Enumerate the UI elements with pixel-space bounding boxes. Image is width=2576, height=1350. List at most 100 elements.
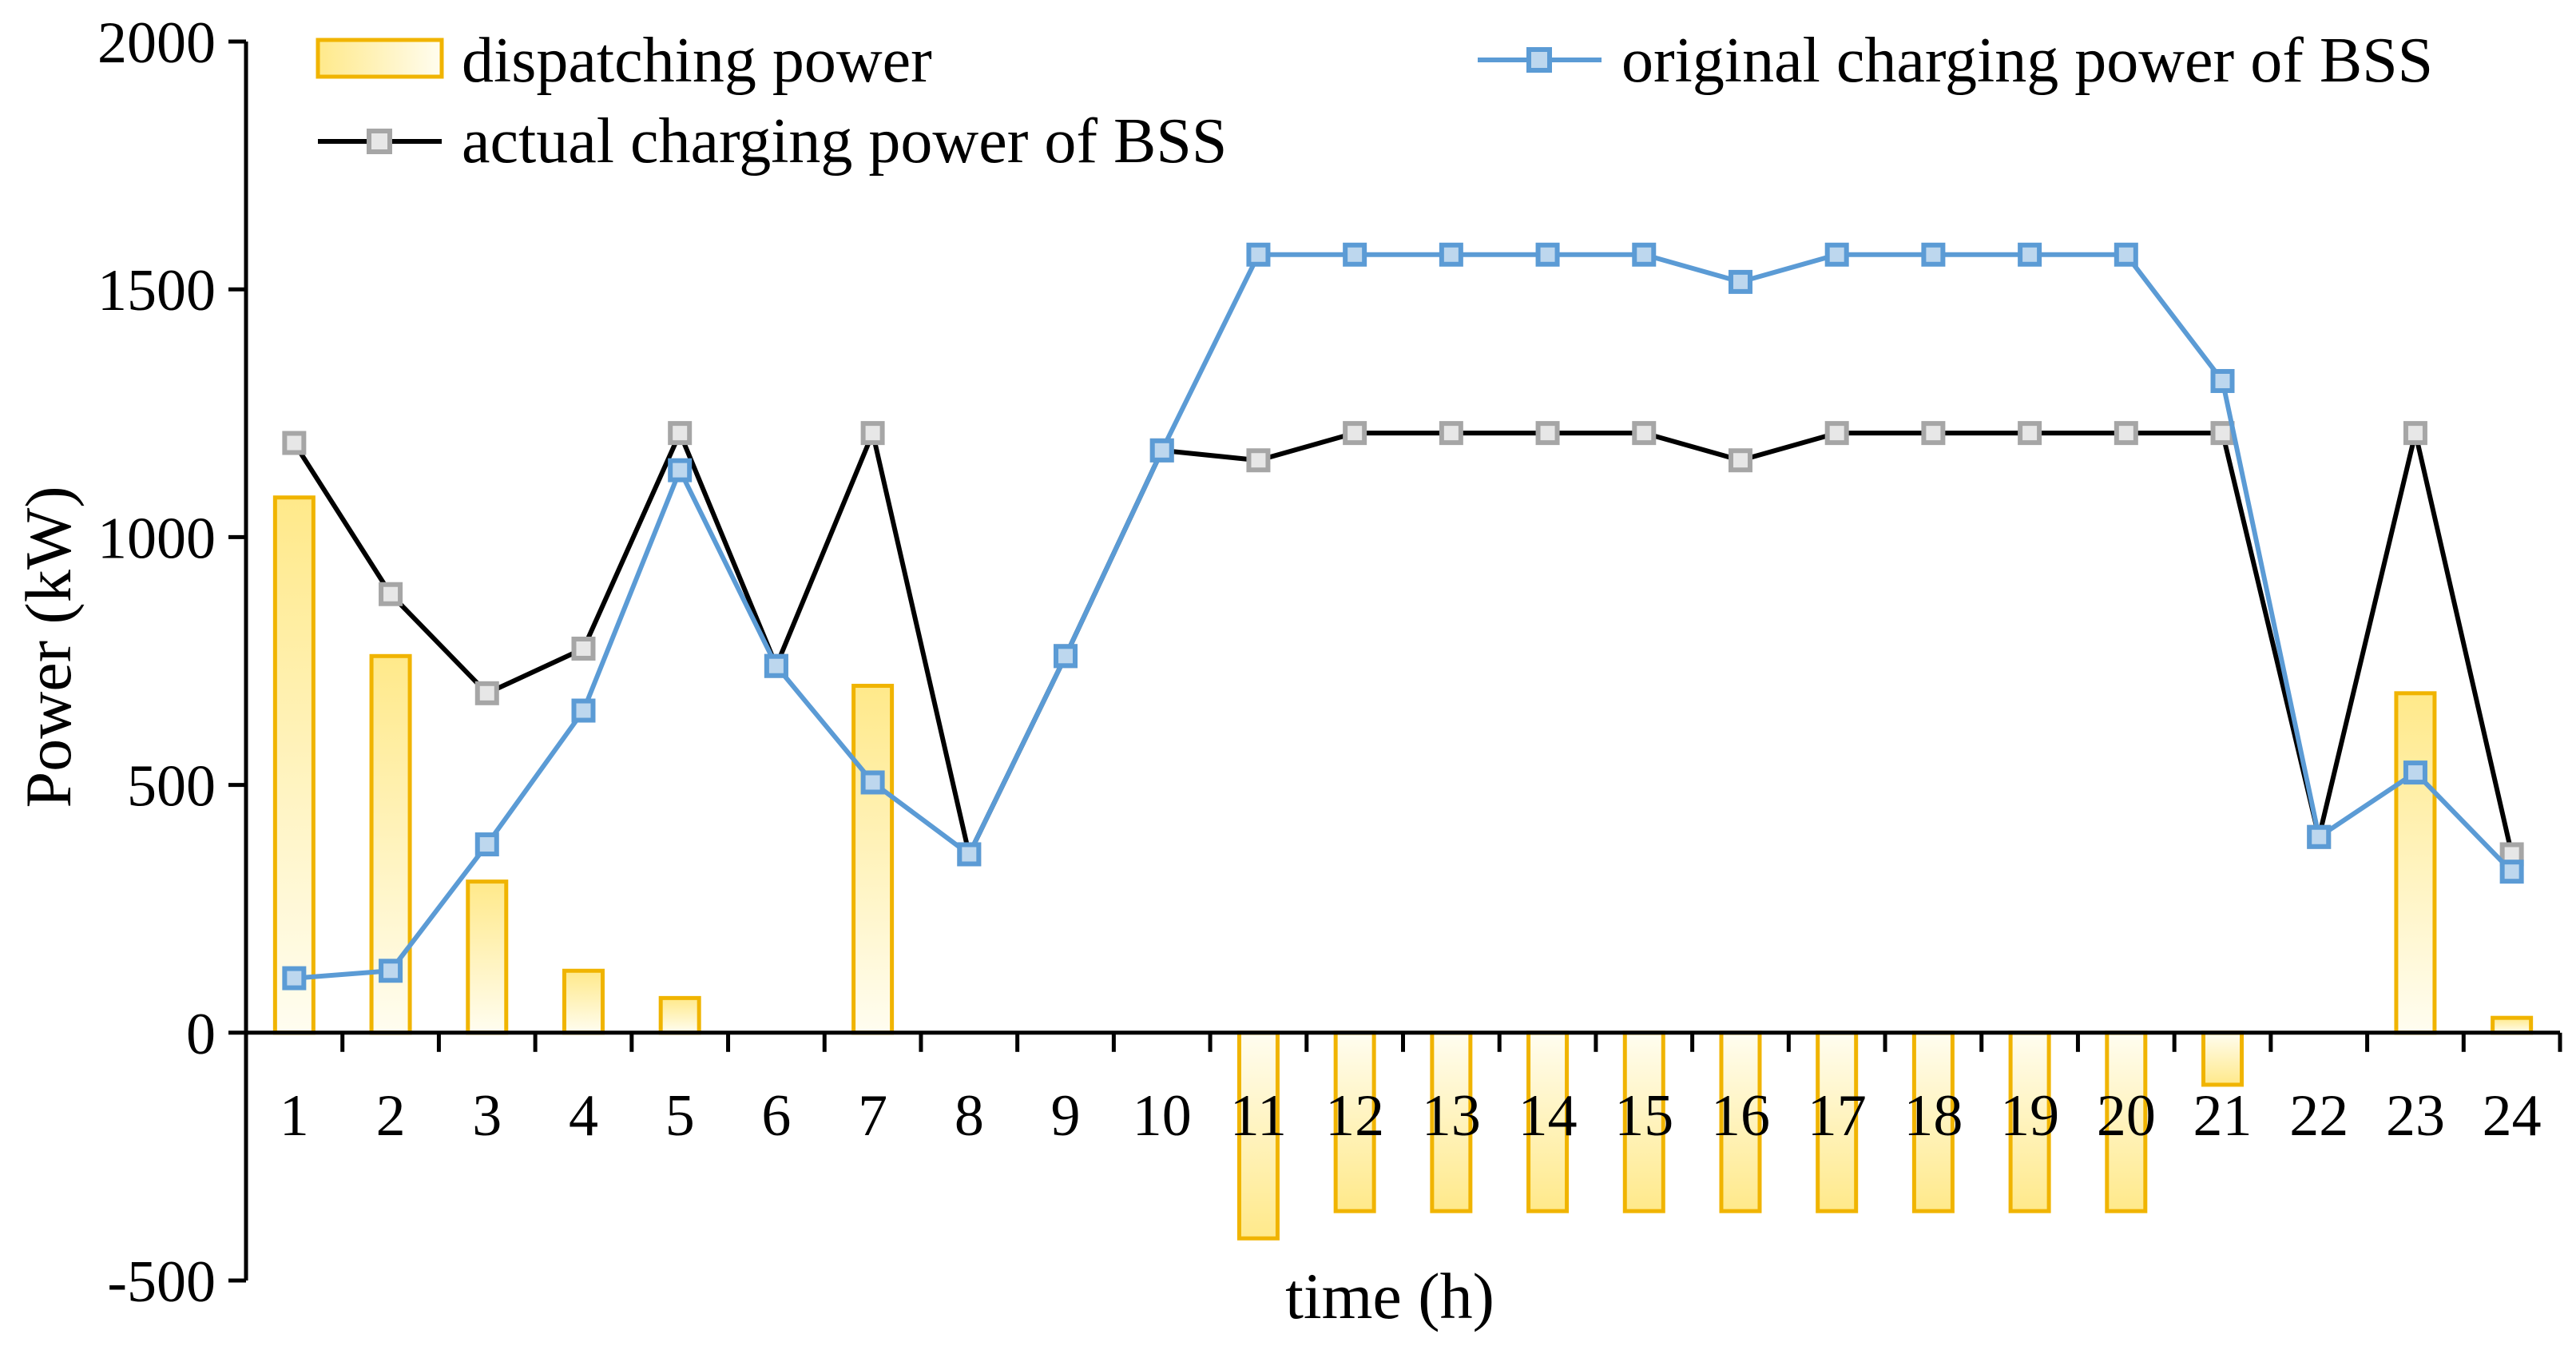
marker-actual-14 <box>1535 421 1560 446</box>
legend-label-dispatching-power: dispatching power <box>462 26 932 96</box>
x-tick-label: 17 <box>1808 1083 1867 1149</box>
bar-dispatching-23 <box>2394 691 2437 1035</box>
x-tick-label: 18 <box>1903 1083 1963 1149</box>
bar-dispatching-12 <box>1333 1030 1376 1213</box>
marker-actual-20 <box>2114 421 2138 446</box>
marker-original-19 <box>2018 242 2042 267</box>
bar-dispatching-15 <box>1622 1030 1665 1213</box>
legend-swatch-actual-marker <box>367 129 392 154</box>
bar-dispatching-7 <box>851 684 895 1035</box>
marker-original-4 <box>571 698 596 723</box>
legend-label-original-charging-power: original charging power of BSS <box>1621 26 2433 96</box>
x-tick-label: 8 <box>955 1083 984 1149</box>
marker-actual-1 <box>282 431 307 455</box>
marker-original-12 <box>1343 242 1367 267</box>
legend: dispatching power original charging powe… <box>316 26 2433 177</box>
x-tick-label: 11 <box>1230 1083 1287 1149</box>
x-tick-label: 12 <box>1325 1083 1384 1149</box>
marker-original-1 <box>282 966 307 991</box>
x-tick-label: 10 <box>1133 1083 1192 1149</box>
x-tick-label: 22 <box>2289 1083 2348 1149</box>
marker-original-20 <box>2114 242 2138 267</box>
marker-original-24 <box>2499 860 2524 884</box>
y-tick-label: 1000 <box>97 506 216 571</box>
marker-original-16 <box>1728 269 1752 294</box>
y-tick-label: 500 <box>127 754 216 820</box>
marker-actual-5 <box>668 421 693 446</box>
marker-actual-7 <box>860 421 885 446</box>
marker-original-18 <box>1921 242 1946 267</box>
x-tick-label: 6 <box>761 1083 791 1149</box>
legend-swatch-bar <box>316 38 444 79</box>
marker-actual-13 <box>1439 421 1463 446</box>
marker-original-7 <box>860 770 885 795</box>
x-tick-label: 20 <box>2097 1083 2156 1149</box>
x-tick-label: 4 <box>569 1083 598 1149</box>
y-tick-label: 1500 <box>97 258 216 324</box>
bar-dispatching-11 <box>1236 1030 1280 1241</box>
x-tick-label: 2 <box>376 1083 406 1149</box>
x-tick-label: 19 <box>2000 1083 2059 1149</box>
x-tick-label: 9 <box>1051 1083 1081 1149</box>
marker-original-21 <box>2210 368 2235 393</box>
legend-label-actual-charging-power: actual charging power of BSS <box>462 106 1227 177</box>
x-tick-label: 16 <box>1711 1083 1770 1149</box>
bar-dispatching-13 <box>1430 1030 1473 1213</box>
lines-layer <box>282 242 2524 991</box>
x-tick-label: 21 <box>2193 1083 2253 1149</box>
marker-original-2 <box>379 959 403 983</box>
axes-layer <box>228 39 2562 1283</box>
bar-dispatching-5 <box>658 995 701 1035</box>
marker-original-9 <box>1054 644 1078 669</box>
x-tick-label: 24 <box>2483 1083 2542 1149</box>
bar-dispatching-24 <box>2491 1015 2534 1035</box>
y-tick-label: -500 <box>107 1249 216 1315</box>
marker-actual-12 <box>1343 421 1367 446</box>
bar-dispatching-21 <box>2201 1030 2245 1087</box>
x-tick-label: 14 <box>1518 1083 1578 1149</box>
marker-original-13 <box>1439 242 1463 267</box>
x-tick-label: 3 <box>472 1083 502 1149</box>
bar-dispatching-1 <box>272 495 316 1035</box>
x-axis-title: time (h) <box>1285 1260 1494 1332</box>
legend-item-dispatching-power: dispatching power <box>316 26 932 96</box>
x-tick-label: 13 <box>1422 1083 1481 1149</box>
marker-actual-3 <box>474 681 499 705</box>
marker-actual-18 <box>1921 421 1946 446</box>
marker-original-23 <box>2403 760 2427 785</box>
marker-original-11 <box>1246 242 1271 267</box>
x-tick-label: 1 <box>280 1083 309 1149</box>
legend-item-original-charging-power: original charging power of BSS <box>1478 26 2433 96</box>
marker-actual-4 <box>571 636 596 661</box>
marker-original-8 <box>957 842 982 867</box>
bar-dispatching-17 <box>1816 1030 1859 1213</box>
y-tick-label: 2000 <box>97 10 216 76</box>
x-tick-label: 7 <box>858 1083 887 1149</box>
y-tick-label: 0 <box>186 1002 216 1067</box>
marker-original-14 <box>1535 242 1560 267</box>
x-tick-label: 23 <box>2386 1083 2445 1149</box>
legend-swatch-original-marker <box>1526 47 1552 73</box>
marker-actual-23 <box>2403 421 2427 446</box>
marker-actual-21 <box>2210 421 2235 446</box>
x-tick-label: 15 <box>1614 1083 1673 1149</box>
marker-original-3 <box>474 832 499 857</box>
marker-original-15 <box>1632 242 1657 267</box>
line-actual <box>292 431 2514 857</box>
marker-original-5 <box>668 458 693 482</box>
marker-actual-15 <box>1632 421 1657 446</box>
bar-dispatching-4 <box>562 968 605 1035</box>
marker-original-10 <box>1149 438 1174 463</box>
marker-actual-11 <box>1246 448 1271 473</box>
marker-actual-16 <box>1728 448 1752 473</box>
bar-dispatching-19 <box>2008 1030 2051 1213</box>
bar-dispatching-16 <box>1719 1030 1762 1213</box>
x-tick-label: 5 <box>665 1083 695 1149</box>
y-axis-title: Power (kW) <box>12 486 85 808</box>
bar-dispatching-3 <box>466 879 509 1035</box>
marker-original-22 <box>2307 824 2332 849</box>
marker-original-6 <box>764 653 788 678</box>
